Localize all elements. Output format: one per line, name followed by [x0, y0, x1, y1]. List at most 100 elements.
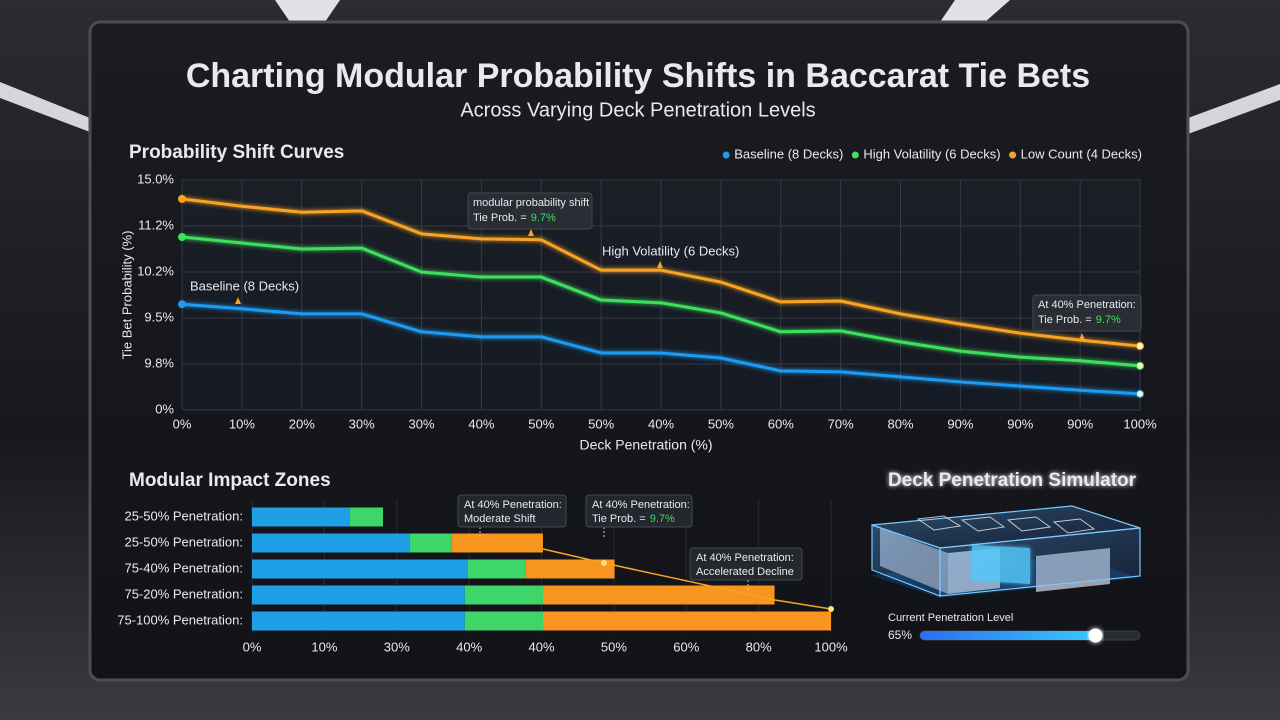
bar-segment: [467, 559, 526, 579]
bar-segment: [542, 611, 831, 631]
callout-label: Tie Prob. =: [592, 513, 646, 525]
x-tick-label: 70%: [828, 416, 854, 431]
y-axis-title: Tie Bet Probability (%): [119, 231, 134, 360]
x-tick-label: 40%: [468, 416, 494, 431]
annotation-marker: [235, 297, 241, 304]
glass-front: [939, 527, 1141, 597]
x-tick-label: 20%: [289, 416, 315, 431]
x-tick-label: 60%: [768, 416, 794, 431]
legend-label: Low Count (4 Decks): [1021, 146, 1142, 161]
annotation-value: 9.7%: [531, 212, 556, 224]
legend-swatch: [851, 151, 859, 159]
category-label: 75-40% Penetration:: [124, 560, 243, 575]
x-tick-label: 0%: [243, 639, 262, 654]
y-tick-label: 10.2%: [137, 263, 174, 278]
annotation-title: modular probability shift: [473, 197, 589, 209]
callout-box: [689, 547, 803, 581]
bar-segment: [252, 559, 468, 579]
bar-segment: [409, 533, 452, 553]
chart-title: Modular Impact Zones: [129, 470, 331, 491]
callout-box: [457, 494, 567, 528]
callout-value: 9.7%: [650, 513, 675, 525]
end-point: [178, 300, 186, 309]
wall-light: [1188, 84, 1280, 134]
end-point: [178, 194, 186, 203]
bar-segment: [464, 585, 543, 605]
annotation-marker: [528, 229, 534, 236]
x-tick-label: 50%: [588, 416, 614, 431]
category-label: 25-50% Penetration:: [124, 508, 243, 523]
category-label: 25-50% Penetration:: [124, 534, 243, 549]
x-tick-label: 50%: [708, 416, 734, 431]
callout-text: Moderate Shift: [464, 513, 536, 525]
line-chart: Probability Shift Curves 0% 9.8% 9.5% 10.2% 1…: [119, 142, 1157, 453]
annotation-text: Baseline (8 Decks): [190, 278, 299, 293]
y-tick-label: 9.8%: [144, 355, 174, 370]
x-tick-label: 100%: [814, 639, 848, 654]
slider-knob[interactable]: [1088, 628, 1103, 643]
trend-point: [828, 606, 834, 612]
legend-label: Baseline (8 Decks): [734, 146, 843, 161]
bar-chart: Modular Impact Zones 0% 10% 30% 40% 40% 50% 60%…: [117, 470, 848, 654]
end-point: [178, 233, 186, 242]
bar-segment: [349, 507, 383, 527]
page-subtitle: Across Varying Deck Penetration Levels: [460, 99, 815, 121]
x-axis-title: Deck Penetration (%): [579, 437, 712, 453]
x-tick-label: 80%: [746, 639, 772, 654]
x-tick-label: 40%: [648, 416, 674, 431]
category-label: 75-20% Penetration:: [124, 586, 243, 601]
chart-title: Probability Shift Curves: [129, 142, 344, 163]
callout-text: Tie Prob. = 9.7%: [592, 513, 675, 525]
slider-label: Current Penetration Level: [888, 612, 1013, 624]
x-tick-label: 10%: [229, 416, 255, 431]
x-tick-label: 90%: [1067, 416, 1093, 431]
x-tick-label: 100%: [1123, 416, 1157, 431]
annotation-label: Tie Prob. =: [1038, 314, 1092, 326]
annotation-box: [1032, 294, 1142, 332]
y-tick-label: 11.2%: [138, 217, 174, 232]
x-tick-label: 50%: [528, 416, 554, 431]
series-line: [181, 235, 1141, 368]
annotation-label: Tie Prob. =: [473, 212, 527, 224]
callout-title: At 40% Penetration:: [592, 499, 690, 511]
annotation-text: Tie Prob. = 9.7%: [1038, 314, 1121, 326]
bar-segment: [464, 611, 543, 631]
x-tick-label: 90%: [1007, 416, 1033, 431]
annotation-marker: [1079, 333, 1085, 340]
y-tick-label: 9.5%: [144, 309, 174, 324]
y-tick-label: 0%: [155, 401, 174, 416]
series-line: [181, 197, 1141, 348]
bar-segment: [451, 533, 543, 553]
bar-segment: [252, 585, 465, 605]
simulator-panel: Deck Penetration Simulator Current Penet…: [870, 470, 1141, 643]
bar-segment: [542, 585, 775, 605]
annotation-marker: [657, 261, 663, 268]
annotation-value: 9.7%: [1096, 314, 1121, 326]
bar-segment: [252, 507, 350, 527]
category-label: 75-100% Penetration:: [117, 612, 243, 627]
x-tick-label: 30%: [408, 416, 434, 431]
callout-text: Accelerated Decline: [696, 566, 794, 578]
x-tick-label: 0%: [173, 416, 192, 431]
page-title: Charting Modular Probability Shifts in B…: [186, 57, 1090, 95]
series-line: [181, 302, 1141, 396]
x-tick-label: 10%: [311, 639, 337, 654]
trend-line: [542, 548, 832, 610]
slider-value: 65%: [888, 628, 912, 642]
x-tick-label: 30%: [384, 639, 410, 654]
bar-segment: [525, 559, 615, 579]
x-tick-label: 80%: [887, 416, 913, 431]
end-point: [1136, 342, 1144, 351]
ceiling-light: [940, 0, 1010, 22]
callout-title: At 40% Penetration:: [464, 499, 562, 511]
legend-swatch: [722, 151, 730, 159]
bar-segment: [252, 533, 410, 553]
x-tick-label: 30%: [349, 416, 375, 431]
trend-point: [601, 560, 607, 566]
callout-box: [585, 494, 693, 528]
deck-illustration: [870, 505, 1141, 598]
x-tick-label: 50%: [601, 639, 627, 654]
end-point: [1136, 389, 1144, 398]
